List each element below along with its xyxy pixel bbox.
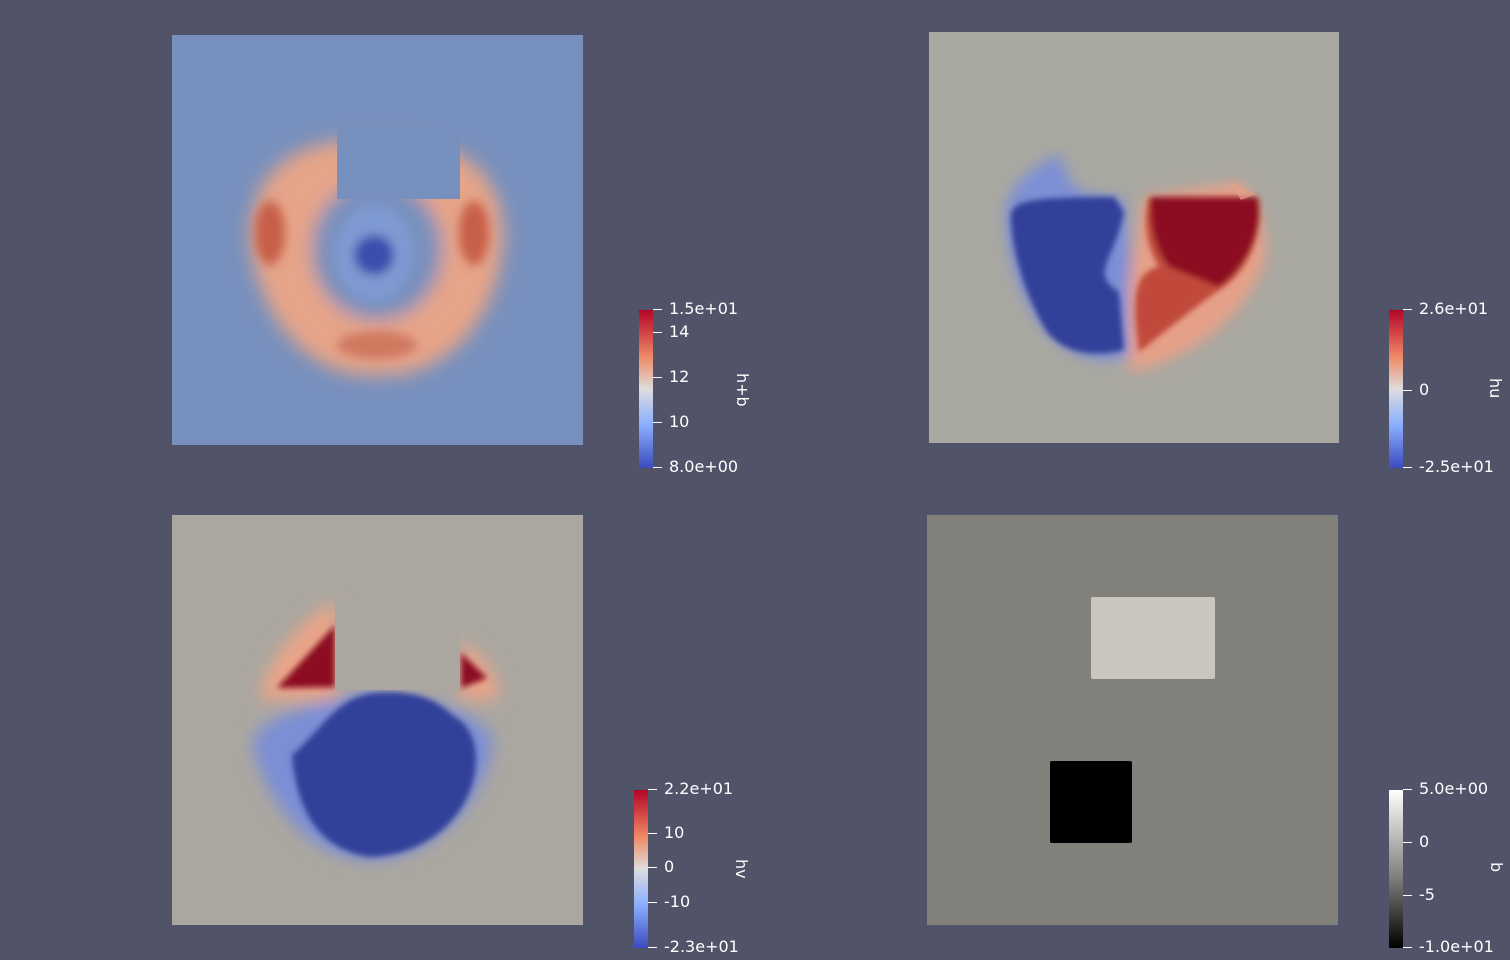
colorbar-tick-label: 0 [1419, 832, 1430, 851]
colorbar-title: hv [732, 859, 751, 879]
tick-line [653, 377, 662, 378]
colorbar-max-label: 2.2e+01 [664, 779, 734, 798]
colorbar-tick-label: -10 [664, 892, 691, 911]
tick-line [1403, 390, 1412, 391]
colorbar-tick-label: 0 [664, 857, 675, 876]
render-b[interactable] [927, 515, 1338, 925]
render-hu[interactable] [929, 32, 1339, 443]
colorbar-max-label: 1.5e+01 [669, 299, 739, 318]
render-hv[interactable] [172, 515, 583, 925]
field-h-plus-b [172, 35, 583, 445]
colorbar-title: b [1487, 862, 1506, 873]
colorbar-tick-label: 12 [669, 367, 690, 386]
tick-line [648, 902, 657, 903]
tick-line [648, 833, 657, 834]
tick-line [1403, 947, 1412, 948]
colorbar-title: hu [1486, 378, 1505, 399]
tick-line [653, 309, 662, 310]
colorbar-tick-label: 0 [1419, 380, 1430, 399]
tick-line [1403, 895, 1412, 896]
colorbar-tick-label: -5 [1419, 885, 1435, 904]
colorbar-title: h+b [733, 373, 752, 407]
colorbar-max-label: 2.6e+01 [1419, 299, 1489, 318]
tick-line [653, 332, 662, 333]
colorbar-min-label: -2.5e+01 [1419, 457, 1494, 476]
field-b [927, 515, 1338, 925]
colorbar-b [1389, 790, 1403, 948]
colorbar-min-label: -1.0e+01 [1419, 937, 1494, 956]
view-hv[interactable]: 2.2e+01 10 0 -10 -2.3e+01 hv [0, 480, 755, 960]
field-hv [172, 515, 583, 925]
field-hu [929, 32, 1339, 443]
tick-line [648, 947, 657, 948]
colorbar-hu [1389, 310, 1403, 468]
colorbar-min-label: -2.3e+01 [664, 937, 739, 956]
colorbar-min-label: 8.0e+00 [669, 457, 739, 476]
tick-line [653, 422, 662, 423]
colorbar-tick-label: 14 [669, 322, 690, 341]
tick-line [653, 467, 662, 468]
view-b[interactable]: 5.0e+00 0 -5 -1.0e+01 b [755, 480, 1510, 960]
tick-line [1403, 309, 1412, 310]
tick-line [1403, 467, 1412, 468]
tick-line [648, 867, 657, 868]
tick-line [648, 789, 657, 790]
view-hu[interactable]: 2.6e+01 0 -2.5e+01 hu [755, 0, 1510, 480]
view-h-plus-b[interactable]: 1.5e+01 14 12 10 8.0e+00 h+b [0, 0, 755, 480]
colorbar-tick-label: 10 [669, 412, 690, 431]
colorbar-h-plus-b [639, 310, 653, 468]
colorbar-hv [634, 790, 648, 948]
render-h-plus-b[interactable] [172, 35, 583, 445]
tick-line [1403, 789, 1412, 790]
tick-line [1403, 842, 1412, 843]
colorbar-max-label: 5.0e+00 [1419, 779, 1489, 798]
colorbar-tick-label: 10 [664, 823, 685, 842]
